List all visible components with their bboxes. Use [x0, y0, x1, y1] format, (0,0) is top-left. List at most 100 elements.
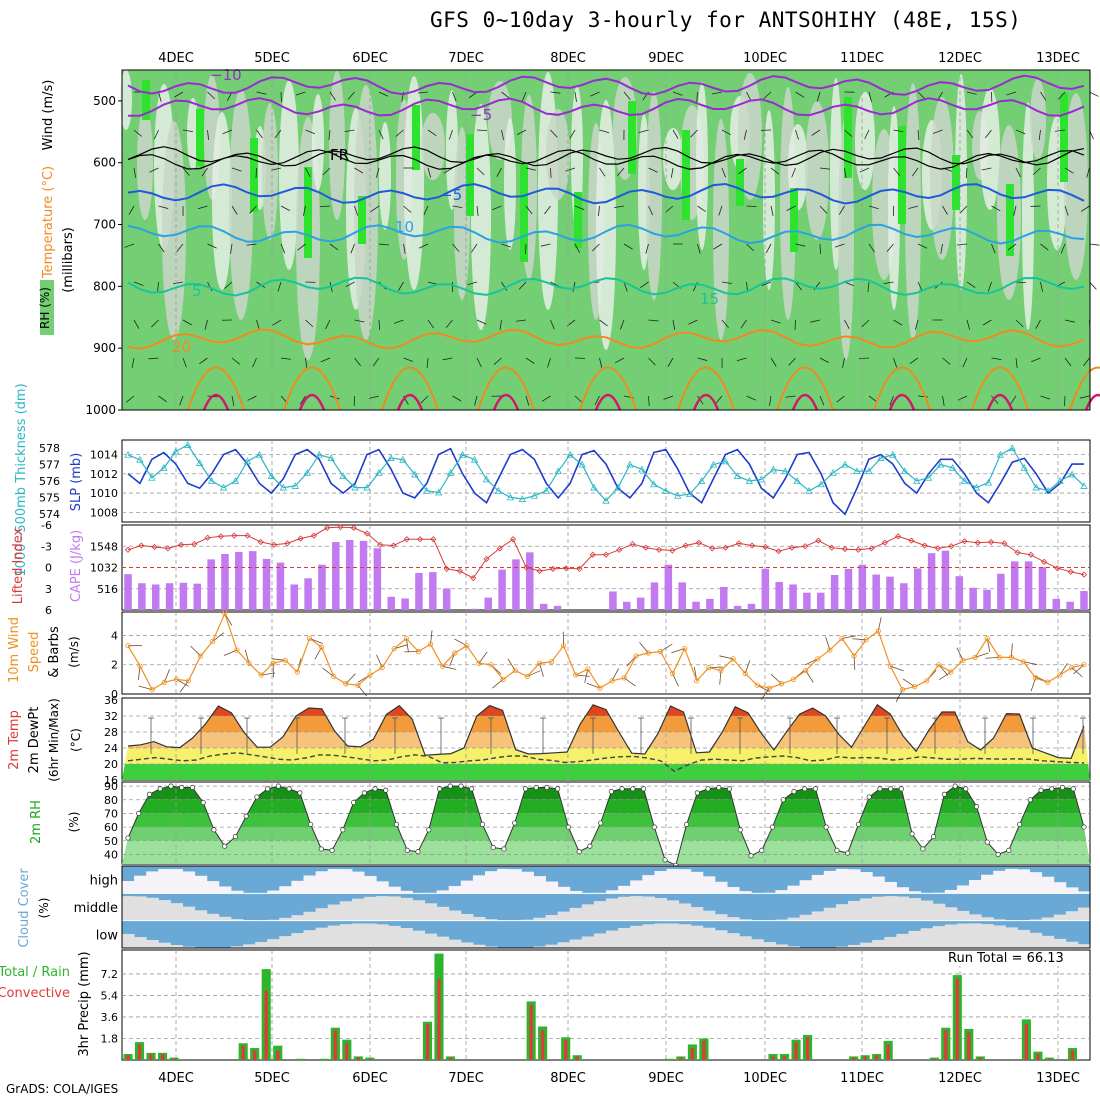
- cape-bar: [540, 604, 548, 610]
- rh-saturated-patch: [844, 97, 852, 178]
- cape-bar: [1053, 599, 1061, 610]
- rh-point: [878, 787, 882, 791]
- precip-total-bar: [296, 1059, 305, 1060]
- cloud-fraction-cell: [679, 903, 692, 920]
- cloud-fraction-cell: [1066, 887, 1079, 893]
- precip-convective-bar: [806, 1037, 809, 1060]
- cloud-fraction-cell: [896, 887, 909, 893]
- wind-speed-line: [128, 614, 1084, 690]
- cape-bar: [817, 593, 825, 610]
- cloud-fraction-cell: [691, 926, 704, 948]
- cloud-fraction-cell: [921, 901, 934, 921]
- wind-axis-label: 10m Wind: [7, 617, 22, 683]
- cloud-fraction-cell: [546, 915, 559, 921]
- day-label-bottom: 9DEC: [648, 1071, 684, 1086]
- cape-bar: [1080, 591, 1088, 610]
- temperature-axis-label: Temperature (°C): [41, 166, 56, 279]
- minmax-axis-label: (6hr Min/Max): [47, 698, 61, 782]
- precip-convective-bar: [345, 1043, 348, 1060]
- cloud-fraction-cell: [134, 896, 147, 920]
- cape-bar: [845, 569, 853, 610]
- cloud-fraction-cell: [1017, 930, 1030, 948]
- cloud-fraction-cell: [461, 914, 474, 921]
- cape-bar: [956, 576, 964, 610]
- cape-bar: [263, 559, 271, 610]
- precip-total-label: Total / Rain: [0, 965, 70, 980]
- rh-dry-patch: [279, 80, 299, 270]
- cloud-fraction-cell: [485, 871, 498, 893]
- cape-bar: [166, 583, 174, 610]
- rh-point: [244, 814, 248, 818]
- cloud-fraction-cell: [304, 875, 317, 893]
- cape-bar: [997, 574, 1005, 610]
- temp-band: [122, 748, 1090, 764]
- temp-tick: 28: [104, 726, 118, 739]
- cloud-fraction-cell: [824, 908, 837, 921]
- rh-tick: 50: [104, 835, 118, 848]
- slp-tick: 1010: [90, 487, 118, 500]
- cloud-fraction-cell: [352, 872, 365, 894]
- rh-point: [319, 847, 323, 851]
- cloud-fraction-cell: [715, 914, 728, 920]
- precip-total-bar: [665, 1059, 674, 1060]
- cape-bar: [443, 589, 451, 610]
- cloud-fraction-cell: [667, 900, 680, 920]
- precip-convective-bar: [265, 991, 268, 1060]
- rh-point: [1017, 822, 1021, 826]
- cloud-fraction-cell: [630, 926, 643, 948]
- cape-bar: [304, 578, 312, 610]
- cape-bar: [637, 598, 645, 610]
- precip-convective-label: Convective: [0, 986, 70, 1001]
- cloud-fraction-cell: [703, 928, 716, 948]
- cloud-fraction-cell: [279, 936, 292, 948]
- temp-band: [122, 764, 1090, 780]
- precip-convective-bar: [875, 1055, 878, 1060]
- rh-dry-patch: [212, 112, 232, 290]
- rh-dry-patch: [663, 128, 683, 190]
- day-label-top: 4DEC: [158, 51, 194, 66]
- cloud-fraction-cell: [122, 896, 135, 921]
- cloud-fraction-cell: [812, 875, 825, 893]
- precip-convective-bar: [944, 1030, 947, 1060]
- rh-point: [931, 834, 935, 838]
- cloud-fraction-cell: [461, 881, 474, 894]
- cloud-fraction-cell: [146, 871, 159, 893]
- precip-convective-bar: [702, 1041, 705, 1060]
- cape-bar: [831, 575, 839, 610]
- cloud-fraction-cell: [425, 903, 438, 920]
- rh-axis-label: RH (%): [38, 287, 52, 329]
- rh-point: [942, 792, 946, 796]
- cloud-fraction-cell: [884, 937, 897, 948]
- rh-dry-patch: [162, 121, 186, 340]
- precip-convective-bar: [541, 1030, 544, 1060]
- slp-line: [128, 449, 1084, 515]
- thickness-tick: 575: [39, 491, 60, 504]
- cloud-fraction-cell: [618, 897, 631, 921]
- slp-tick: 1014: [90, 448, 118, 461]
- rh-point: [147, 792, 151, 796]
- rh-saturated-patch: [196, 109, 204, 166]
- cloud-fraction-cell: [763, 942, 776, 948]
- precip-convective-bar: [794, 1042, 797, 1060]
- rh-point: [384, 788, 388, 792]
- rh-saturated-patch: [520, 163, 528, 262]
- rh-saturated-patch: [358, 196, 366, 244]
- precip-convective-bar: [149, 1054, 152, 1060]
- rh-point: [276, 784, 280, 788]
- rh-point: [416, 850, 420, 854]
- pressure-tick: 700: [93, 218, 116, 232]
- cape-bar: [748, 604, 756, 610]
- thickness-tick: 577: [39, 459, 60, 472]
- cloud-fraction-cell: [388, 896, 401, 920]
- rh-tick: 80: [104, 794, 118, 807]
- rh-point: [362, 791, 366, 795]
- cape-bar: [498, 570, 506, 610]
- precip-convective-bar: [979, 1058, 982, 1060]
- cape-bar: [401, 598, 409, 610]
- thickness-tick: 576: [39, 475, 60, 488]
- cloud-unit-label: (%): [37, 898, 51, 919]
- cape-bar: [484, 598, 492, 610]
- cape-bar: [692, 602, 700, 610]
- rh-point: [1007, 848, 1011, 852]
- cloud-fraction-cell: [872, 877, 885, 894]
